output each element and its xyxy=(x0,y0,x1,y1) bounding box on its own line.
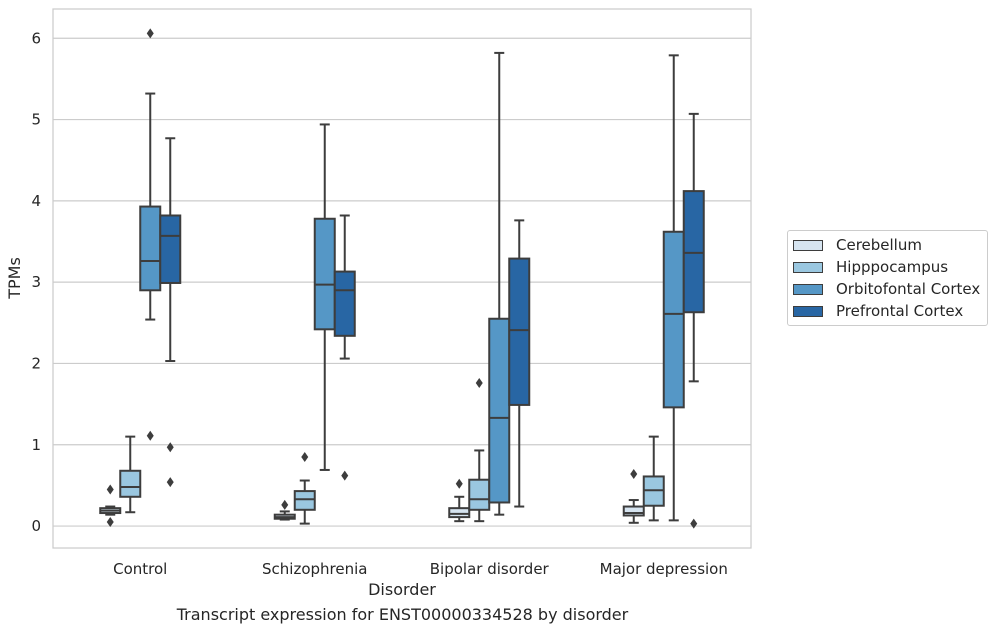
x-tick-label: Major depression xyxy=(600,560,728,578)
y-tick-labels: 0 1 2 3 4 5 6 xyxy=(31,29,41,535)
x-tick-labels: Control Schizophrenia Bipolar disorder Majo… xyxy=(113,560,728,578)
box-group xyxy=(468,377,491,523)
x-axis-title: Disorder xyxy=(368,580,436,599)
outlier-marker xyxy=(690,518,698,529)
outlier-marker xyxy=(146,28,154,39)
legend-item-cerebellum: Cerebellum xyxy=(793,235,988,257)
legend-swatch-prefrontal xyxy=(793,306,823,317)
legend-label-cerebellum: Cerebellum xyxy=(836,236,922,254)
y-tick-label: 0 xyxy=(31,517,41,535)
legend: Cerebellum Hipppocampus Orbitofontal Cor… xyxy=(787,230,988,326)
x-tick-label: Schizophrenia xyxy=(262,560,367,578)
box-group xyxy=(488,51,511,516)
legend-item-orbitofrontal: Orbitofontal Cortex xyxy=(793,279,988,301)
box xyxy=(468,478,491,511)
outlier-marker xyxy=(166,442,174,453)
x-tick-label: Control xyxy=(113,560,167,578)
legend-label-prefrontal: Prefrontal Cortex xyxy=(836,302,964,320)
chart-title: Transcript expression for ENST0000033452… xyxy=(176,605,629,624)
legend-item-hippocampus: Hipppocampus xyxy=(793,257,988,279)
box xyxy=(313,217,336,331)
box-group xyxy=(508,219,531,508)
outlier-marker xyxy=(630,469,638,480)
box xyxy=(139,205,162,292)
outlier-marker xyxy=(166,477,174,488)
box xyxy=(119,469,142,498)
box-group xyxy=(273,499,296,521)
box-group xyxy=(313,123,336,471)
legend-item-prefrontal: Prefrontal Cortex xyxy=(793,301,988,323)
box-group xyxy=(119,435,142,514)
outlier-marker xyxy=(146,430,154,441)
outlier-marker xyxy=(301,451,309,462)
box-group xyxy=(139,28,162,441)
x-tick-label: Bipolar disorder xyxy=(430,560,550,578)
box-group xyxy=(642,435,665,522)
y-tick-label: 1 xyxy=(31,436,41,454)
plot-frame xyxy=(52,8,752,549)
box-group xyxy=(159,137,182,488)
box xyxy=(448,507,471,519)
box-groups xyxy=(99,28,705,529)
legend-label-hippocampus: Hipppocampus xyxy=(836,258,949,276)
legend-swatch-orbitofrontal xyxy=(793,284,823,295)
box xyxy=(508,257,531,406)
y-tick-label: 5 xyxy=(31,111,41,129)
y-tick-label: 2 xyxy=(31,354,41,372)
box-group xyxy=(682,112,705,529)
outlier-marker xyxy=(106,516,114,527)
box xyxy=(622,505,645,517)
box-group xyxy=(622,469,645,524)
box xyxy=(293,490,316,511)
outlier-marker xyxy=(341,470,349,481)
legend-swatch-cerebellum xyxy=(793,240,823,251)
outlier-marker xyxy=(475,377,483,388)
legend-swatch-hippocampus xyxy=(793,262,823,273)
outlier-marker xyxy=(106,484,114,495)
box xyxy=(682,190,705,314)
box-group xyxy=(99,484,122,527)
outlier-marker xyxy=(281,499,289,510)
y-tick-label: 6 xyxy=(31,29,41,47)
box xyxy=(662,230,685,409)
box xyxy=(159,214,182,284)
box-group xyxy=(448,478,471,523)
y-tick-label: 4 xyxy=(31,192,41,210)
legend-label-orbitofrontal: Orbitofontal Cortex xyxy=(836,280,981,298)
outlier-marker xyxy=(455,478,463,489)
box-group xyxy=(662,54,685,522)
y-axis-title: TPMs xyxy=(5,257,24,300)
box-group xyxy=(333,214,356,481)
box-group xyxy=(293,451,316,525)
box xyxy=(488,317,511,504)
y-tick-label: 3 xyxy=(31,273,41,291)
box xyxy=(333,270,356,337)
